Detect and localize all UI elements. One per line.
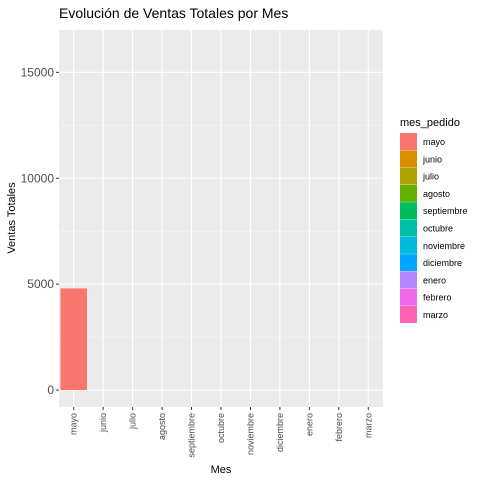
x-axis-title: Mes [211,464,232,476]
x-axis-ticks: mayo junio julio agosto septiembre octubre nov… [69,407,373,458]
legend-label-septiembre: septiembre [423,206,468,216]
y-axis-title: Ventas Totales [6,182,18,254]
bar-mayo [60,288,87,391]
x-tick-label-octubre: octubre [216,413,226,443]
legend: mes_pedido mayo junio julio agosto septiembr… [400,117,468,323]
y-tick-label: 5000 [27,277,54,291]
x-tick-label-septiembre: septiembre [187,413,197,458]
y-tick-label: 0 [47,383,54,397]
legend-title: mes_pedido [400,117,460,129]
legend-key-mayo [400,133,417,150]
legend-label-agosto: agosto [423,189,450,199]
legend-key-septiembre [400,202,417,220]
x-tick-label-mayo: mayo [69,413,79,435]
y-tick-label: 10000 [21,171,55,185]
x-tick-label-diciembre: diciembre [275,413,285,452]
x-tick-label-agosto: agosto [157,413,167,440]
legend-key-julio [400,167,417,185]
legend-label-noviembre: noviembre [423,241,465,251]
x-tick-label-junio: junio [98,413,108,433]
legend-key-noviembre [400,236,417,254]
x-tick-label-febrero: febrero [334,413,344,442]
y-axis-ticks: 0 5000 10000 15000 [21,65,59,397]
chart-title: Evolución de Ventas Totales por Mes [59,5,288,21]
legend-label-enero: enero [423,275,446,285]
legend-key-marzo [400,306,417,323]
legend-label-junio: junio [422,154,442,164]
legend-key-octubre [400,219,417,237]
x-tick-label-marzo: marzo [363,413,373,438]
legend-label-diciembre: diciembre [423,258,462,268]
x-tick-label-noviembre: noviembre [245,413,255,455]
legend-key-enero [400,271,417,289]
legend-label-julio: julio [422,172,439,182]
legend-key-diciembre [400,254,417,272]
legend-items: mayo junio julio agosto septiembre octubre nov… [400,133,468,323]
legend-key-junio [400,150,417,168]
legend-label-octubre: octubre [423,224,453,234]
bars [60,288,87,391]
grid-major [59,30,383,407]
x-tick-label-julio: julio [128,413,138,430]
legend-key-febrero [400,288,417,306]
legend-label-mayo: mayo [423,137,445,147]
legend-label-febrero: febrero [423,293,452,303]
y-tick-label: 15000 [21,65,55,79]
legend-label-marzo: marzo [423,310,448,320]
legend-key-agosto [400,184,417,202]
x-tick-label-enero: enero [304,413,314,436]
